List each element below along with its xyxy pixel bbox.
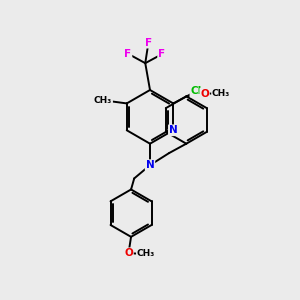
Text: N: N	[169, 125, 178, 135]
Text: O: O	[124, 248, 133, 258]
Text: CH₃: CH₃	[212, 89, 230, 98]
Text: F: F	[158, 49, 165, 59]
Text: Cl: Cl	[190, 86, 202, 96]
Text: N: N	[146, 160, 154, 170]
Text: F: F	[145, 38, 152, 48]
Text: CH₃: CH₃	[94, 96, 112, 105]
Text: O: O	[200, 89, 209, 99]
Text: F: F	[124, 49, 131, 59]
Text: CH₃: CH₃	[137, 249, 155, 258]
